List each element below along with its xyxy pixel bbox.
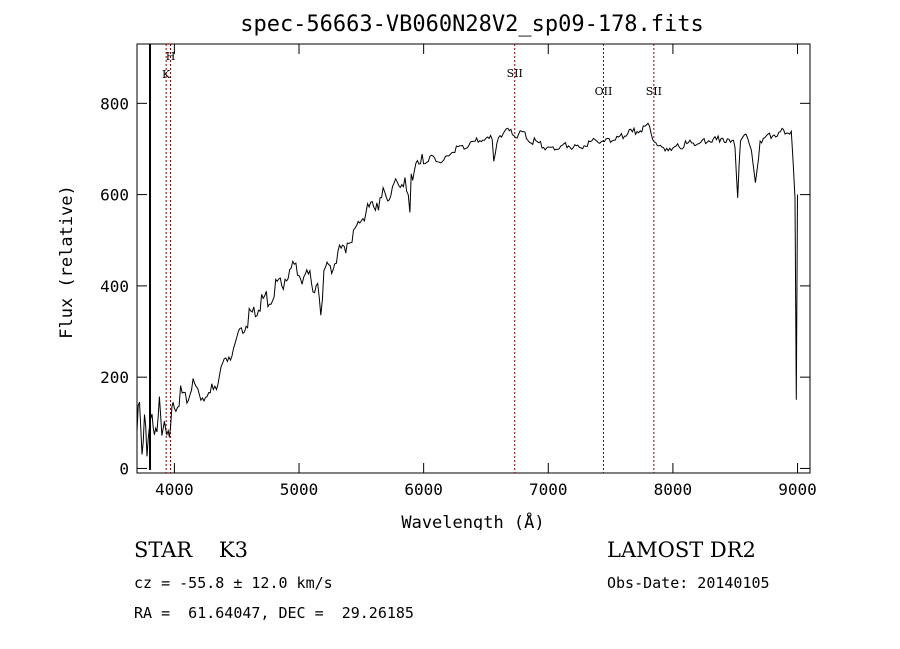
x-tick-label: 5000: [280, 480, 319, 499]
x-tick-label: 9000: [778, 480, 817, 499]
y-tick-label: 0: [119, 459, 129, 478]
y-tick-label: 800: [100, 94, 129, 113]
spectral-line-label: H: [166, 50, 176, 63]
x-tick-label: 6000: [404, 480, 443, 499]
x-tick-label: 4000: [155, 480, 194, 499]
x-tick-label: 8000: [654, 480, 693, 499]
y-tick-label: 400: [100, 277, 129, 296]
chart-title: spec-56663-VB060N28V2_sp09-178.fits: [240, 12, 704, 37]
survey-name: LAMOST DR2: [607, 538, 756, 562]
spectral-line-label: SII: [646, 85, 662, 98]
object-class: STAR K3: [134, 538, 248, 562]
plot-frame: [136, 43, 811, 474]
spectrum-line: [136, 122, 798, 457]
spectral-line-label: SII: [507, 67, 523, 80]
coordinates-readout: RA = 61.64047, DEC = 29.26185: [134, 604, 414, 622]
y-axis: 0 200 400 600 800: [100, 94, 810, 478]
spectral-line-label: OII: [595, 85, 613, 98]
spectrum-chart: spec-56663-VB060N28V2_sp09-178.fits 4000…: [57, 12, 817, 530]
x-axis: 4000 5000 6000 7000 8000 9000: [155, 44, 817, 499]
observation-date: Obs-Date: 20140105: [607, 574, 770, 592]
spectral-lines: HK SII OII SII: [162, 44, 662, 473]
y-axis-label: Flux (relative): [57, 185, 77, 339]
x-tick-label: 7000: [529, 480, 568, 499]
redshift-readout: cz = -55.8 ± 12.0 km/s: [134, 574, 333, 592]
spectral-line-label: K: [162, 68, 171, 81]
y-tick-label: 200: [100, 368, 129, 387]
y-tick-label: 600: [100, 186, 129, 205]
x-axis-label: Wavelength (Å): [401, 511, 544, 530]
